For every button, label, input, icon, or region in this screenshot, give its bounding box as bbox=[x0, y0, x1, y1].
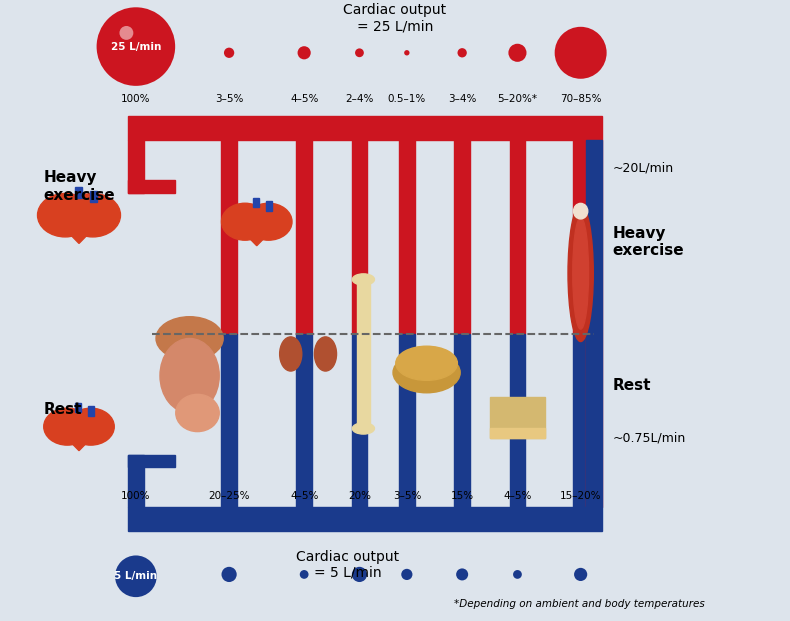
Point bbox=[130, 571, 142, 581]
Text: 4–5%: 4–5% bbox=[503, 491, 532, 501]
Text: 20%: 20% bbox=[348, 491, 371, 501]
Text: 70–85%: 70–85% bbox=[560, 94, 601, 104]
Bar bbox=[128, 116, 602, 140]
Bar bbox=[573, 334, 589, 507]
Circle shape bbox=[67, 408, 115, 445]
Point bbox=[456, 569, 468, 579]
Ellipse shape bbox=[352, 274, 374, 285]
Circle shape bbox=[43, 408, 91, 445]
Point bbox=[353, 48, 366, 58]
Point bbox=[456, 48, 468, 58]
Text: 15%: 15% bbox=[450, 491, 474, 501]
Circle shape bbox=[65, 194, 121, 237]
Text: ~0.75L/min: ~0.75L/min bbox=[612, 432, 686, 444]
Text: 2–4%: 2–4% bbox=[345, 94, 374, 104]
Point bbox=[574, 48, 587, 58]
Ellipse shape bbox=[352, 423, 374, 434]
Ellipse shape bbox=[175, 394, 220, 432]
Text: 20–25%: 20–25% bbox=[209, 491, 250, 501]
Polygon shape bbox=[233, 222, 280, 246]
Bar bbox=[352, 334, 367, 507]
Bar bbox=[128, 140, 144, 193]
Bar bbox=[88, 406, 94, 415]
Bar bbox=[399, 140, 415, 334]
Text: Cardiac output
= 5 L/min: Cardiac output = 5 L/min bbox=[296, 550, 399, 580]
Bar bbox=[586, 140, 602, 507]
Point bbox=[298, 569, 310, 579]
Bar bbox=[128, 507, 602, 531]
Bar bbox=[296, 334, 312, 507]
Text: Cardiac output
= 25 L/min: Cardiac output = 25 L/min bbox=[344, 3, 446, 34]
Point bbox=[511, 48, 524, 58]
Text: 0.5–1%: 0.5–1% bbox=[388, 94, 426, 104]
Ellipse shape bbox=[314, 337, 337, 371]
Text: 15–20%: 15–20% bbox=[560, 491, 601, 501]
Ellipse shape bbox=[574, 204, 588, 219]
Point bbox=[130, 42, 142, 52]
Bar bbox=[399, 334, 415, 507]
Ellipse shape bbox=[573, 217, 589, 329]
Ellipse shape bbox=[396, 347, 457, 380]
Text: ~20L/min: ~20L/min bbox=[612, 161, 673, 174]
Ellipse shape bbox=[160, 338, 220, 413]
Point bbox=[223, 48, 235, 58]
Point bbox=[353, 569, 366, 579]
Bar bbox=[76, 402, 81, 412]
Bar bbox=[454, 140, 470, 334]
Bar bbox=[128, 455, 144, 507]
Circle shape bbox=[245, 203, 292, 240]
Point bbox=[574, 569, 587, 579]
Bar bbox=[128, 455, 175, 467]
Bar bbox=[128, 180, 175, 193]
Text: 4–5%: 4–5% bbox=[290, 491, 318, 501]
Point bbox=[120, 28, 133, 38]
Bar bbox=[586, 140, 602, 507]
Text: 100%: 100% bbox=[121, 94, 151, 104]
Text: 5–20%*: 5–20%* bbox=[498, 94, 537, 104]
Bar bbox=[75, 187, 82, 197]
Bar bbox=[573, 140, 589, 334]
Text: Rest: Rest bbox=[43, 402, 82, 417]
Bar bbox=[510, 140, 525, 334]
Point bbox=[401, 48, 413, 58]
Text: 3–4%: 3–4% bbox=[448, 94, 476, 104]
Ellipse shape bbox=[393, 353, 460, 393]
Text: Heavy
exercise: Heavy exercise bbox=[612, 226, 684, 258]
Text: 4–5%: 4–5% bbox=[290, 94, 318, 104]
Polygon shape bbox=[51, 215, 107, 243]
Text: 25 L/min: 25 L/min bbox=[111, 42, 161, 52]
Bar bbox=[454, 334, 470, 507]
Bar bbox=[490, 428, 545, 438]
Circle shape bbox=[37, 194, 93, 237]
Bar bbox=[510, 334, 525, 507]
Text: 5 L/min: 5 L/min bbox=[115, 571, 157, 581]
Bar bbox=[352, 140, 367, 334]
Bar bbox=[357, 279, 370, 428]
Bar bbox=[266, 201, 272, 211]
Ellipse shape bbox=[280, 337, 302, 371]
Bar bbox=[221, 140, 237, 334]
Circle shape bbox=[221, 203, 269, 240]
Bar bbox=[254, 197, 259, 207]
Text: 3–5%: 3–5% bbox=[215, 94, 243, 104]
Point bbox=[401, 569, 413, 579]
Bar bbox=[221, 334, 237, 507]
Text: *Depending on ambient and body temperatures: *Depending on ambient and body temperatu… bbox=[454, 599, 705, 609]
Ellipse shape bbox=[156, 317, 224, 360]
Text: 3–5%: 3–5% bbox=[393, 491, 421, 501]
Point bbox=[223, 569, 235, 579]
Ellipse shape bbox=[568, 205, 593, 342]
Point bbox=[511, 569, 524, 579]
Bar bbox=[296, 140, 312, 334]
Bar bbox=[490, 397, 545, 438]
Polygon shape bbox=[55, 427, 103, 451]
Text: Rest: Rest bbox=[612, 378, 651, 392]
Bar bbox=[90, 191, 97, 202]
Point bbox=[298, 48, 310, 58]
Text: 100%: 100% bbox=[121, 491, 151, 501]
Text: Heavy
exercise: Heavy exercise bbox=[43, 170, 115, 202]
